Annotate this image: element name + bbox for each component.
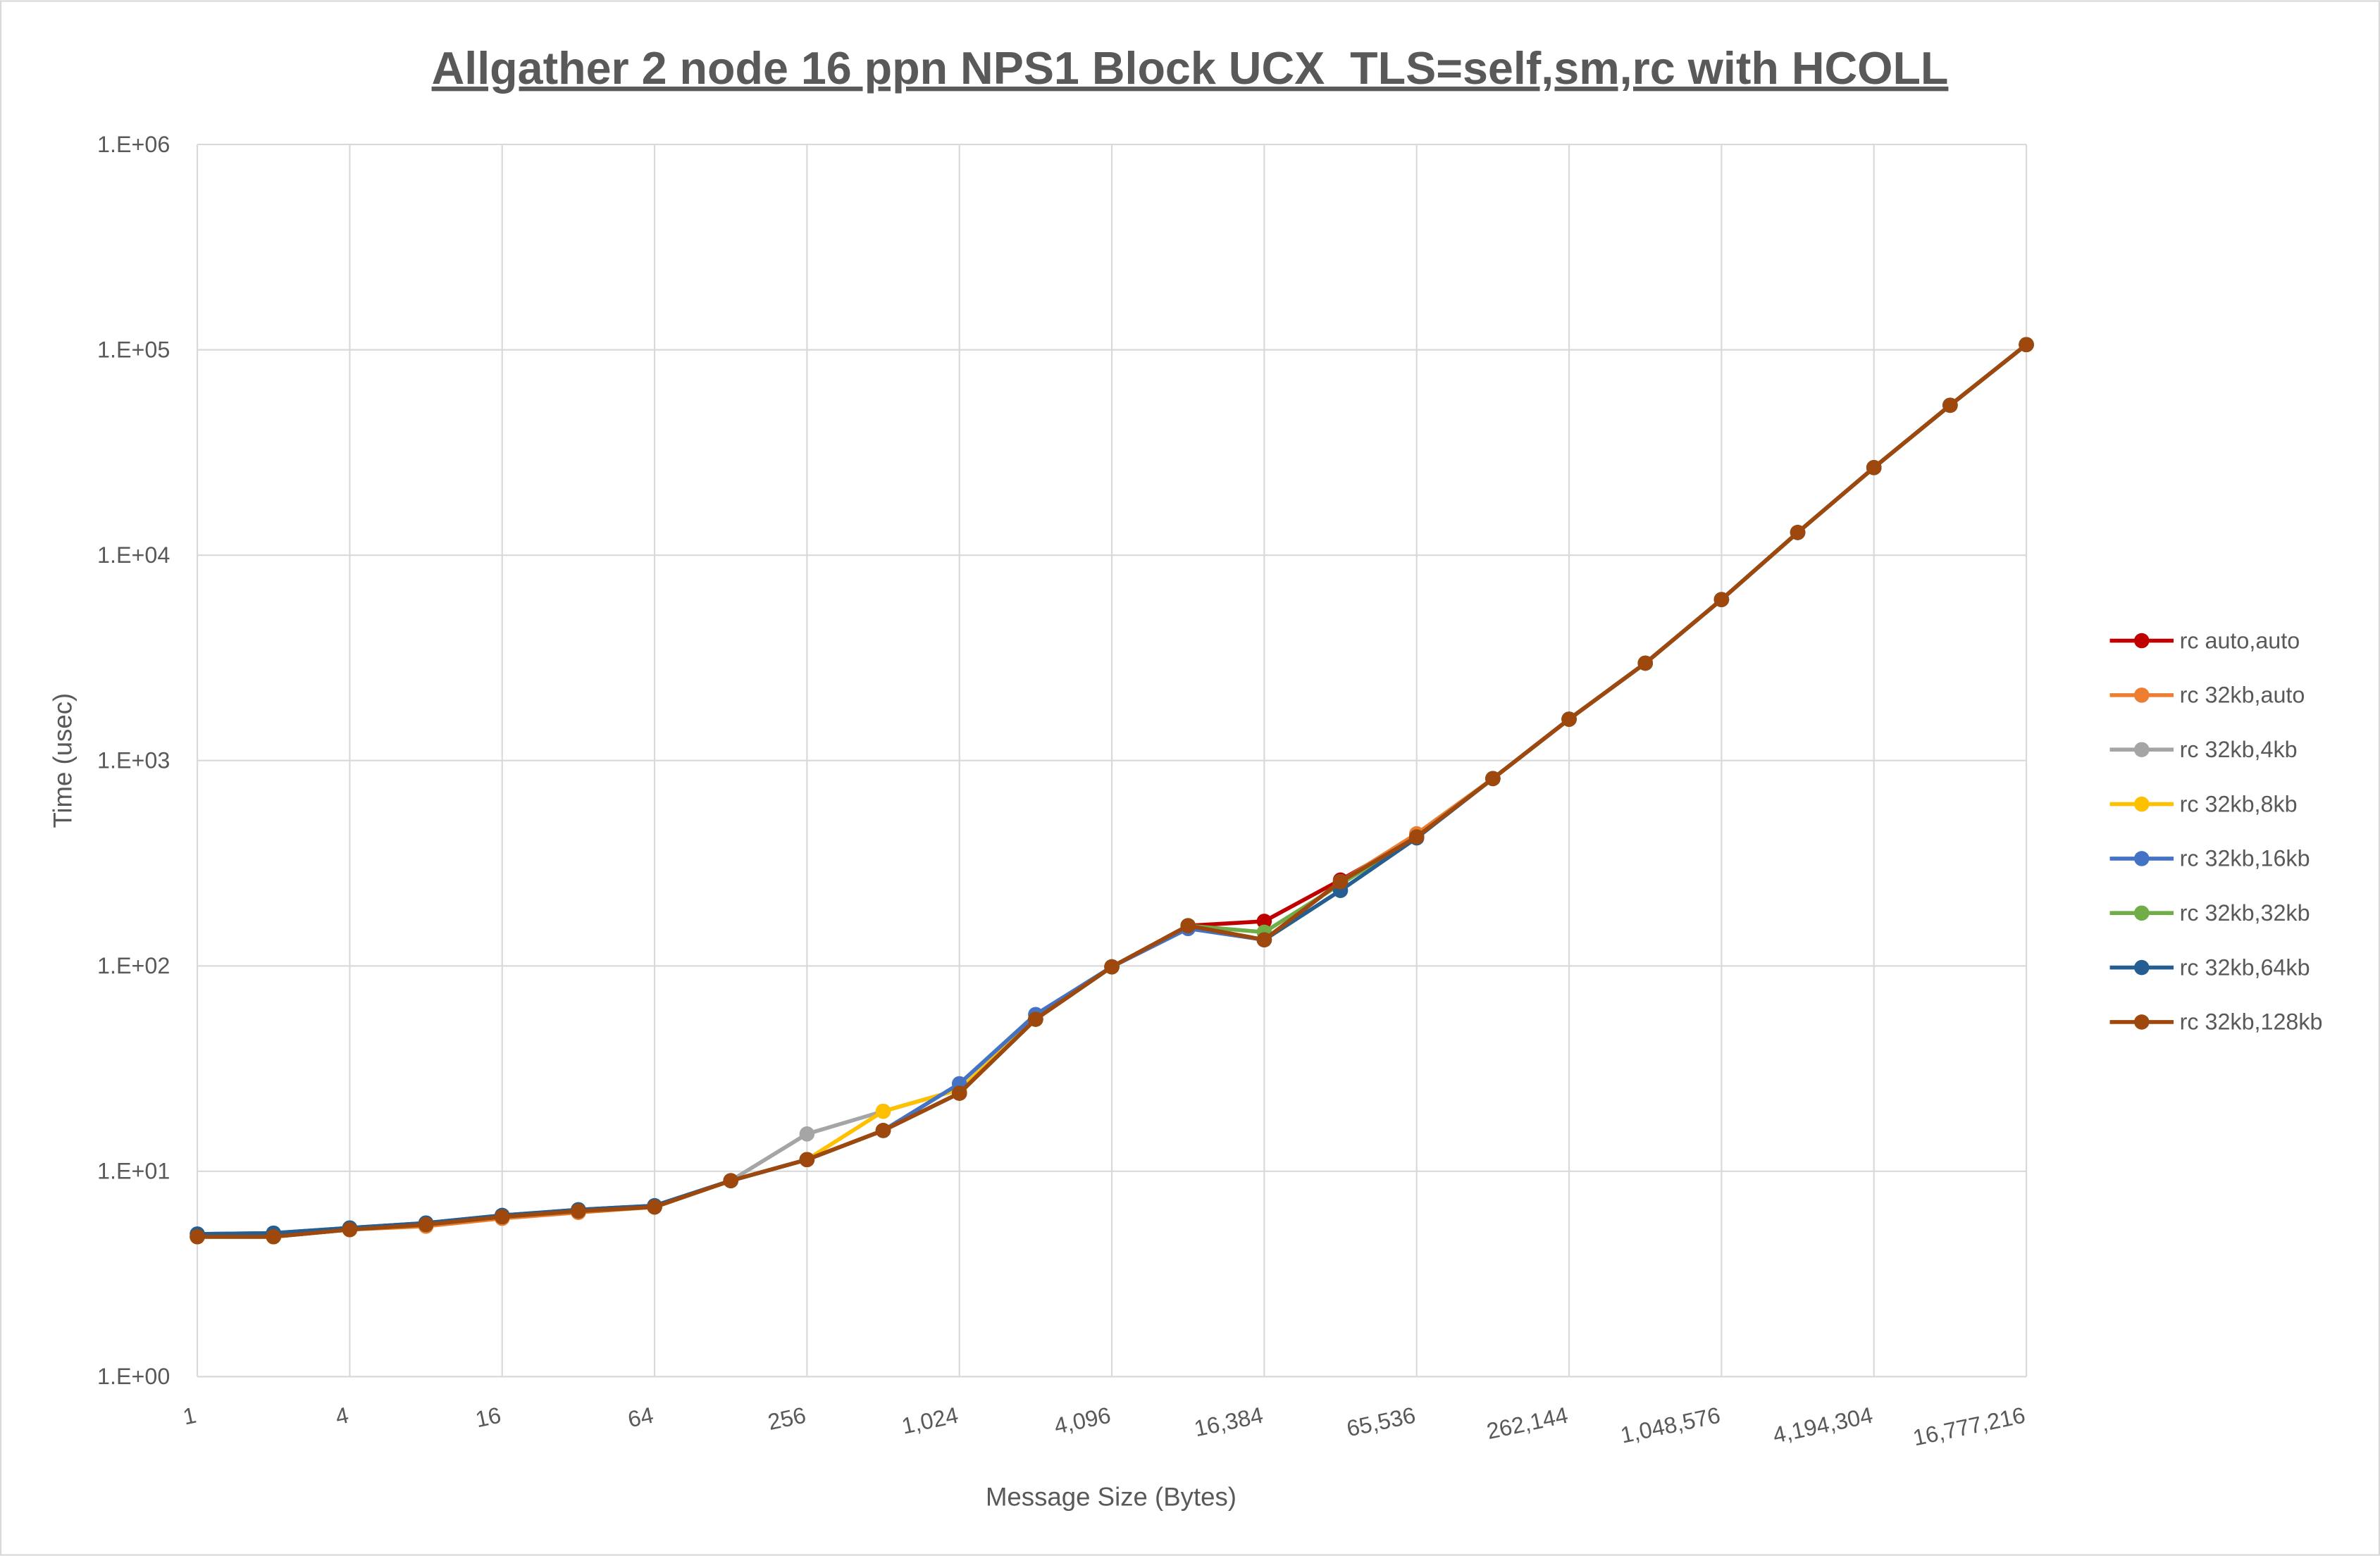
data-point: [951, 1085, 967, 1101]
legend-marker: [2133, 959, 2150, 976]
y-axis-label: Time (usec): [48, 693, 77, 828]
data-point: [1713, 592, 1730, 607]
legend-label: rc 32kb,4kb: [2180, 737, 2298, 762]
data-point: [266, 1228, 282, 1245]
data-point: [875, 1103, 891, 1119]
y-tick-label: 1.E+01: [97, 1159, 170, 1184]
data-point: [1866, 460, 1882, 475]
legend-item: rc 32kb,4kb: [2109, 737, 2298, 762]
legend-label: rc 32kb,auto: [2180, 683, 2305, 708]
legend-marker: [2133, 796, 2150, 812]
legend-label: rc auto,auto: [2180, 628, 2300, 653]
legend-marker: [2133, 851, 2150, 866]
series-group: [190, 337, 2034, 1245]
data-point: [1637, 655, 1653, 671]
data-point: [799, 1152, 815, 1168]
data-point: [1256, 932, 1272, 947]
data-point: [1180, 918, 1196, 933]
legend-item: rc 32kb,32kb: [2109, 900, 2310, 926]
data-point: [1408, 829, 1425, 845]
data-point: [647, 1199, 662, 1215]
legend-label: rc 32kb,8kb: [2180, 791, 2298, 816]
y-axis-ticks: 1.E+00 1.E+01 1.E+02 1.E+03 1.E+04 1.E+05 1.E+…: [97, 132, 170, 1389]
data-point: [1028, 1012, 1043, 1027]
data-point: [571, 1203, 586, 1219]
legend-item: rc 32kb,8kb: [2109, 791, 2298, 816]
data-point: [190, 1228, 205, 1245]
y-tick-label: 1.E+06: [97, 132, 170, 157]
data-point: [418, 1216, 434, 1233]
legend-marker: [2133, 1014, 2150, 1030]
data-point: [2019, 337, 2034, 353]
legend-item: rc 32kb,16kb: [2109, 846, 2310, 871]
legend-label: rc 32kb,64kb: [2180, 954, 2310, 980]
x-tick-label: 64: [626, 1402, 656, 1433]
legend-marker: [2133, 687, 2150, 703]
data-point: [799, 1126, 815, 1142]
gridlines: [196, 143, 2028, 1378]
data-point: [1561, 711, 1577, 727]
legend-item: rc 32kb,128kb: [2109, 1009, 2323, 1035]
y-tick-label: 1.E+04: [97, 542, 170, 568]
data-point: [1104, 959, 1120, 975]
legend-marker: [2133, 905, 2150, 921]
data-point: [342, 1221, 358, 1238]
series-rc-32kb-128kb: [190, 337, 2034, 1245]
legend-marker: [2133, 742, 2150, 757]
chart-title: Allgather 2 node 16 ppn NPS1 Block UCX_T…: [432, 42, 1949, 94]
data-point: [1942, 397, 1958, 413]
legend-item: rc 32kb,auto: [2109, 683, 2305, 708]
legend-item: rc 32kb,64kb: [2109, 954, 2310, 980]
x-tick-label: 16: [473, 1402, 504, 1433]
data-point: [723, 1173, 738, 1188]
data-point: [494, 1209, 510, 1225]
x-axis-label: Message Size (Bytes): [986, 1483, 1237, 1512]
legend-label: rc 32kb,32kb: [2180, 900, 2310, 926]
legend-label: rc 32kb,16kb: [2180, 846, 2310, 871]
legend-label: rc 32kb,128kb: [2180, 1009, 2323, 1035]
y-tick-label: 1.E+00: [97, 1364, 170, 1389]
data-point: [1790, 525, 1806, 540]
legend-marker: [2133, 633, 2150, 649]
data-point: [875, 1123, 891, 1138]
legend: rc auto,auto rc 32kb,auto rc 32kb,4kb rc 32…: [2109, 628, 2323, 1035]
data-point: [1332, 873, 1349, 890]
data-point: [1485, 771, 1501, 787]
data-point: [1256, 914, 1272, 929]
legend-item: rc auto,auto: [2109, 628, 2300, 653]
y-tick-label: 1.E+02: [97, 953, 170, 978]
y-tick-label: 1.E+03: [97, 747, 170, 773]
y-tick-label: 1.E+05: [97, 337, 170, 362]
